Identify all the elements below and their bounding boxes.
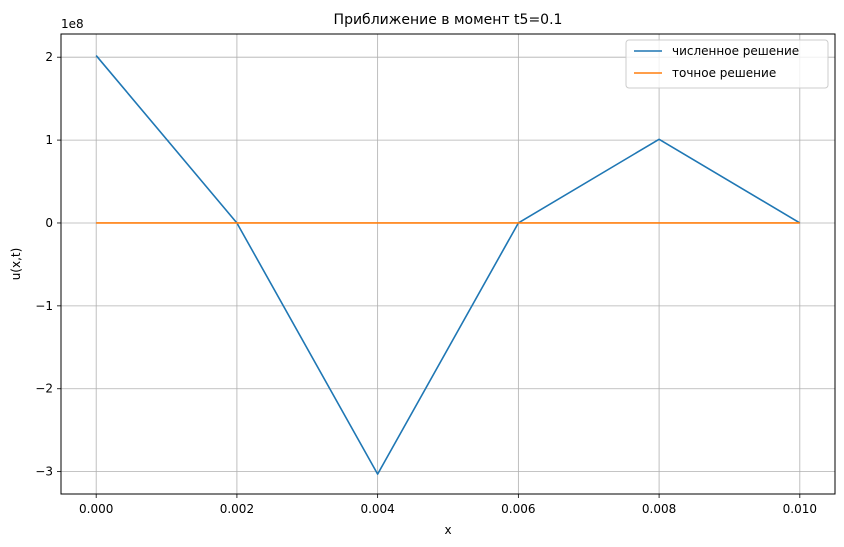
y-tick-label: −3 <box>35 465 53 479</box>
y-tick-label: 2 <box>45 50 53 64</box>
x-tick-label: 0.000 <box>79 502 113 516</box>
y-axis-label: u(x,t) <box>9 248 23 281</box>
x-axis-label: x <box>444 523 451 537</box>
plot-frame <box>60 33 836 495</box>
x-tick-label: 0.006 <box>501 502 535 516</box>
y-tick-label: 0 <box>45 216 53 230</box>
y-tick-label: −2 <box>35 382 53 396</box>
x-tick-label: 0.010 <box>783 502 817 516</box>
x-tick-label: 0.004 <box>360 502 394 516</box>
y-tick-label: −1 <box>35 299 53 313</box>
x-tick-label: 0.008 <box>642 502 676 516</box>
x-tick-label: 0.002 <box>220 502 254 516</box>
chart-title: Приближение в момент t5=0.1 <box>334 12 563 28</box>
legend: численное решение точное решение <box>625 39 829 89</box>
legend-label-1: точное решение <box>672 66 776 80</box>
series-line-0 <box>95 55 801 475</box>
legend-box <box>625 39 829 89</box>
series-group <box>95 55 801 475</box>
x-axis-ticks: 0.000 0.002 0.004 0.006 0.008 0.010 <box>79 494 817 516</box>
legend-label-0: численное решение <box>672 44 799 58</box>
y-multiplier-label: 1e8 <box>61 17 84 31</box>
grid-lines <box>61 34 835 494</box>
y-tick-label: 1 <box>45 133 53 147</box>
y-axis-ticks: −3 −2 −1 0 1 2 <box>35 50 61 479</box>
